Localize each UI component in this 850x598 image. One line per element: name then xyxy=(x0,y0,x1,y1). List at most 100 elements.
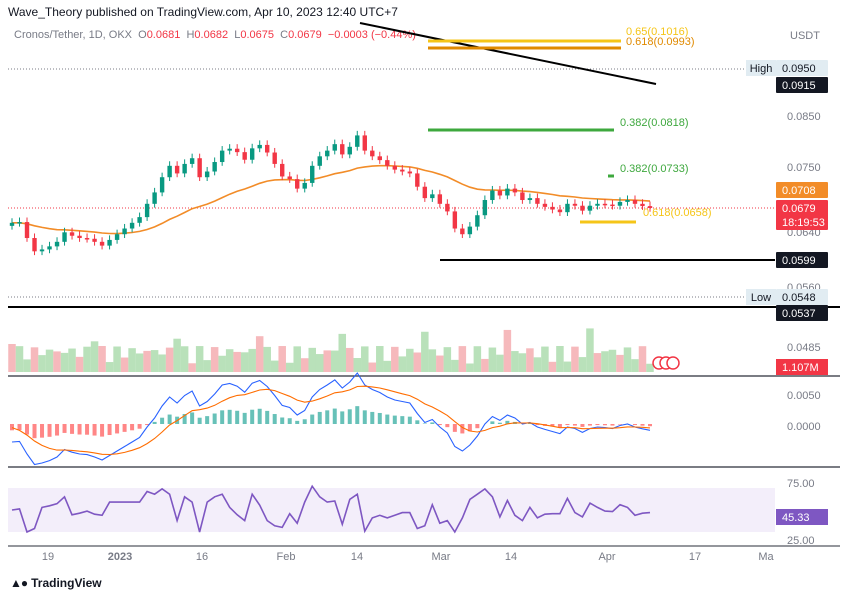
macd-histogram-bar xyxy=(295,420,300,424)
candle xyxy=(445,203,450,212)
candle xyxy=(92,238,97,242)
candle xyxy=(385,160,390,166)
rsi-tick-label: 75.00 xyxy=(787,478,815,490)
macd-histogram-bar xyxy=(85,424,90,435)
candle xyxy=(99,241,105,246)
volume-bar xyxy=(338,333,347,372)
candle xyxy=(587,205,593,211)
candle xyxy=(219,150,225,163)
candle xyxy=(77,235,82,239)
candle xyxy=(497,190,503,196)
macd-histogram-bar xyxy=(115,424,120,434)
macd-histogram-bar xyxy=(265,410,270,424)
volume-bar xyxy=(293,346,301,372)
volume-bar xyxy=(300,358,309,372)
candle xyxy=(482,200,488,216)
volume-bar xyxy=(361,346,369,372)
price-tag-value: 0.0548 xyxy=(782,292,816,304)
price-tag-bg xyxy=(776,60,828,76)
macd-histogram-bar xyxy=(130,424,135,431)
candle xyxy=(452,211,458,229)
volume-bar xyxy=(15,346,24,372)
x-tick-label: 14 xyxy=(505,551,517,563)
volume-bar xyxy=(233,351,241,372)
macd-histogram-bar xyxy=(220,410,225,424)
x-tick-label: 14 xyxy=(351,551,363,563)
macd-histogram-bar xyxy=(212,413,217,424)
volume-bar xyxy=(368,362,377,372)
macd-histogram-bar xyxy=(280,417,285,424)
fib-label: 0.382(0.0818) xyxy=(620,117,689,129)
volume-bar xyxy=(556,346,564,372)
macd-histogram-bar xyxy=(580,424,585,427)
macd-histogram-bar xyxy=(415,420,420,424)
macd-histogram-bar xyxy=(70,424,75,434)
volume-bar xyxy=(68,348,76,372)
price-tag-value: 0.0915 xyxy=(782,80,816,92)
volume-bar xyxy=(458,346,467,372)
candle xyxy=(47,246,52,250)
price-tag-value: 0.0708 xyxy=(782,185,816,197)
macd-histogram-bar xyxy=(145,424,150,426)
macd-histogram-bar xyxy=(257,408,262,424)
candle xyxy=(437,194,443,204)
price-tag-bg xyxy=(776,305,828,321)
candle xyxy=(54,241,60,247)
trendline xyxy=(359,22,657,85)
y-tick-label: 0.0850 xyxy=(787,111,821,123)
candle xyxy=(227,148,232,151)
macd-histogram-bar xyxy=(190,412,195,424)
macd-histogram-bar xyxy=(122,424,127,432)
volume-bar xyxy=(218,355,226,372)
symbol-name: Cronos/Tether, 1D, OKX xyxy=(14,29,132,41)
y-tick-label: 0.0485 xyxy=(787,342,821,354)
candle xyxy=(280,163,285,177)
macd-histogram-bar xyxy=(167,414,172,424)
macd-histogram-bar xyxy=(10,424,14,431)
candle xyxy=(39,249,45,252)
macd-histogram-bar xyxy=(100,424,105,437)
volume-bar xyxy=(180,346,189,372)
macd-histogram-bar xyxy=(55,424,60,436)
candle xyxy=(272,152,277,164)
candle xyxy=(400,169,405,172)
volume-bar xyxy=(481,358,489,372)
price-tag-value: 0.0950 xyxy=(782,63,816,75)
candle xyxy=(617,201,623,206)
volume-bar xyxy=(173,338,181,372)
volume-bar xyxy=(601,351,609,372)
volume-bar xyxy=(120,357,129,372)
price-tag-bg xyxy=(776,289,828,305)
signal-line xyxy=(11,385,651,456)
volume-bar xyxy=(608,349,617,372)
macd-histogram-bar xyxy=(17,424,22,431)
candle xyxy=(317,156,322,166)
macd-histogram-bar xyxy=(227,409,232,424)
macd-histogram-bar xyxy=(527,423,532,424)
candle xyxy=(122,228,127,235)
candle xyxy=(310,165,315,183)
macd-histogram-bar xyxy=(182,414,187,424)
candle xyxy=(144,203,150,218)
volume-bar xyxy=(248,348,256,372)
macd-tick-label: 0.0050 xyxy=(787,390,821,402)
fib-label: 0.65(0.1016) xyxy=(626,26,688,38)
macd-histogram-bar xyxy=(445,424,450,428)
candle xyxy=(9,222,15,226)
x-tick-label: Ma xyxy=(758,551,774,563)
candle xyxy=(520,192,525,201)
macd-histogram-bar xyxy=(47,424,52,437)
macd-histogram-bar xyxy=(107,424,112,436)
candle xyxy=(159,177,165,193)
footer-brand-text: TradingView xyxy=(31,576,102,590)
price-tag-value: 0.0537 xyxy=(782,308,816,320)
macd-histogram-bar xyxy=(92,424,97,436)
volume-bar xyxy=(23,359,31,372)
volume-bar xyxy=(436,355,444,372)
close-value: 0.0679 xyxy=(288,29,322,41)
candle xyxy=(355,135,360,147)
candle xyxy=(302,182,307,189)
candle xyxy=(632,200,638,204)
macd-histogram-bar xyxy=(160,417,165,424)
